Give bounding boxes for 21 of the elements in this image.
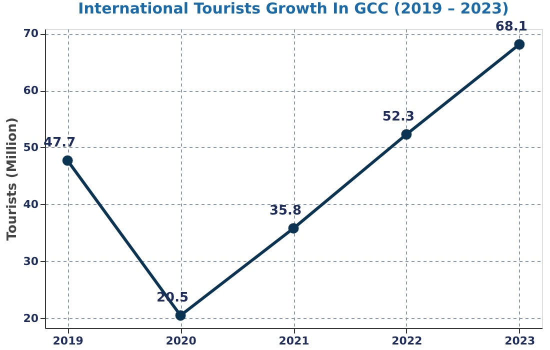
y-tick-label: 60 <box>23 84 39 98</box>
y-tick-label: 50 <box>23 140 39 154</box>
x-tick-label: 2021 <box>278 334 310 348</box>
y-axis-title: Tourists (Million) <box>5 117 20 241</box>
y-tick-label: 40 <box>23 198 39 211</box>
data-label: 52.3 <box>382 109 414 124</box>
data-label: 68.1 <box>495 19 528 34</box>
x-tick-label: 2019 <box>52 334 84 348</box>
point <box>62 155 73 166</box>
point <box>175 310 186 321</box>
y-tick-label: 70 <box>23 27 39 40</box>
point <box>514 39 525 50</box>
point <box>401 129 412 140</box>
point <box>288 223 299 234</box>
x-tick-label: 2022 <box>392 334 422 348</box>
x-tick-label: 2020 <box>166 334 197 348</box>
x-tick-label: 2023 <box>504 334 536 348</box>
y-tick-label: 20 <box>23 312 39 325</box>
chart-title: International Tourists Growth In GCC (2019 – 2023) <box>78 0 509 18</box>
data-label: 35.8 <box>269 203 302 218</box>
y-tick-label: 30 <box>23 254 39 268</box>
